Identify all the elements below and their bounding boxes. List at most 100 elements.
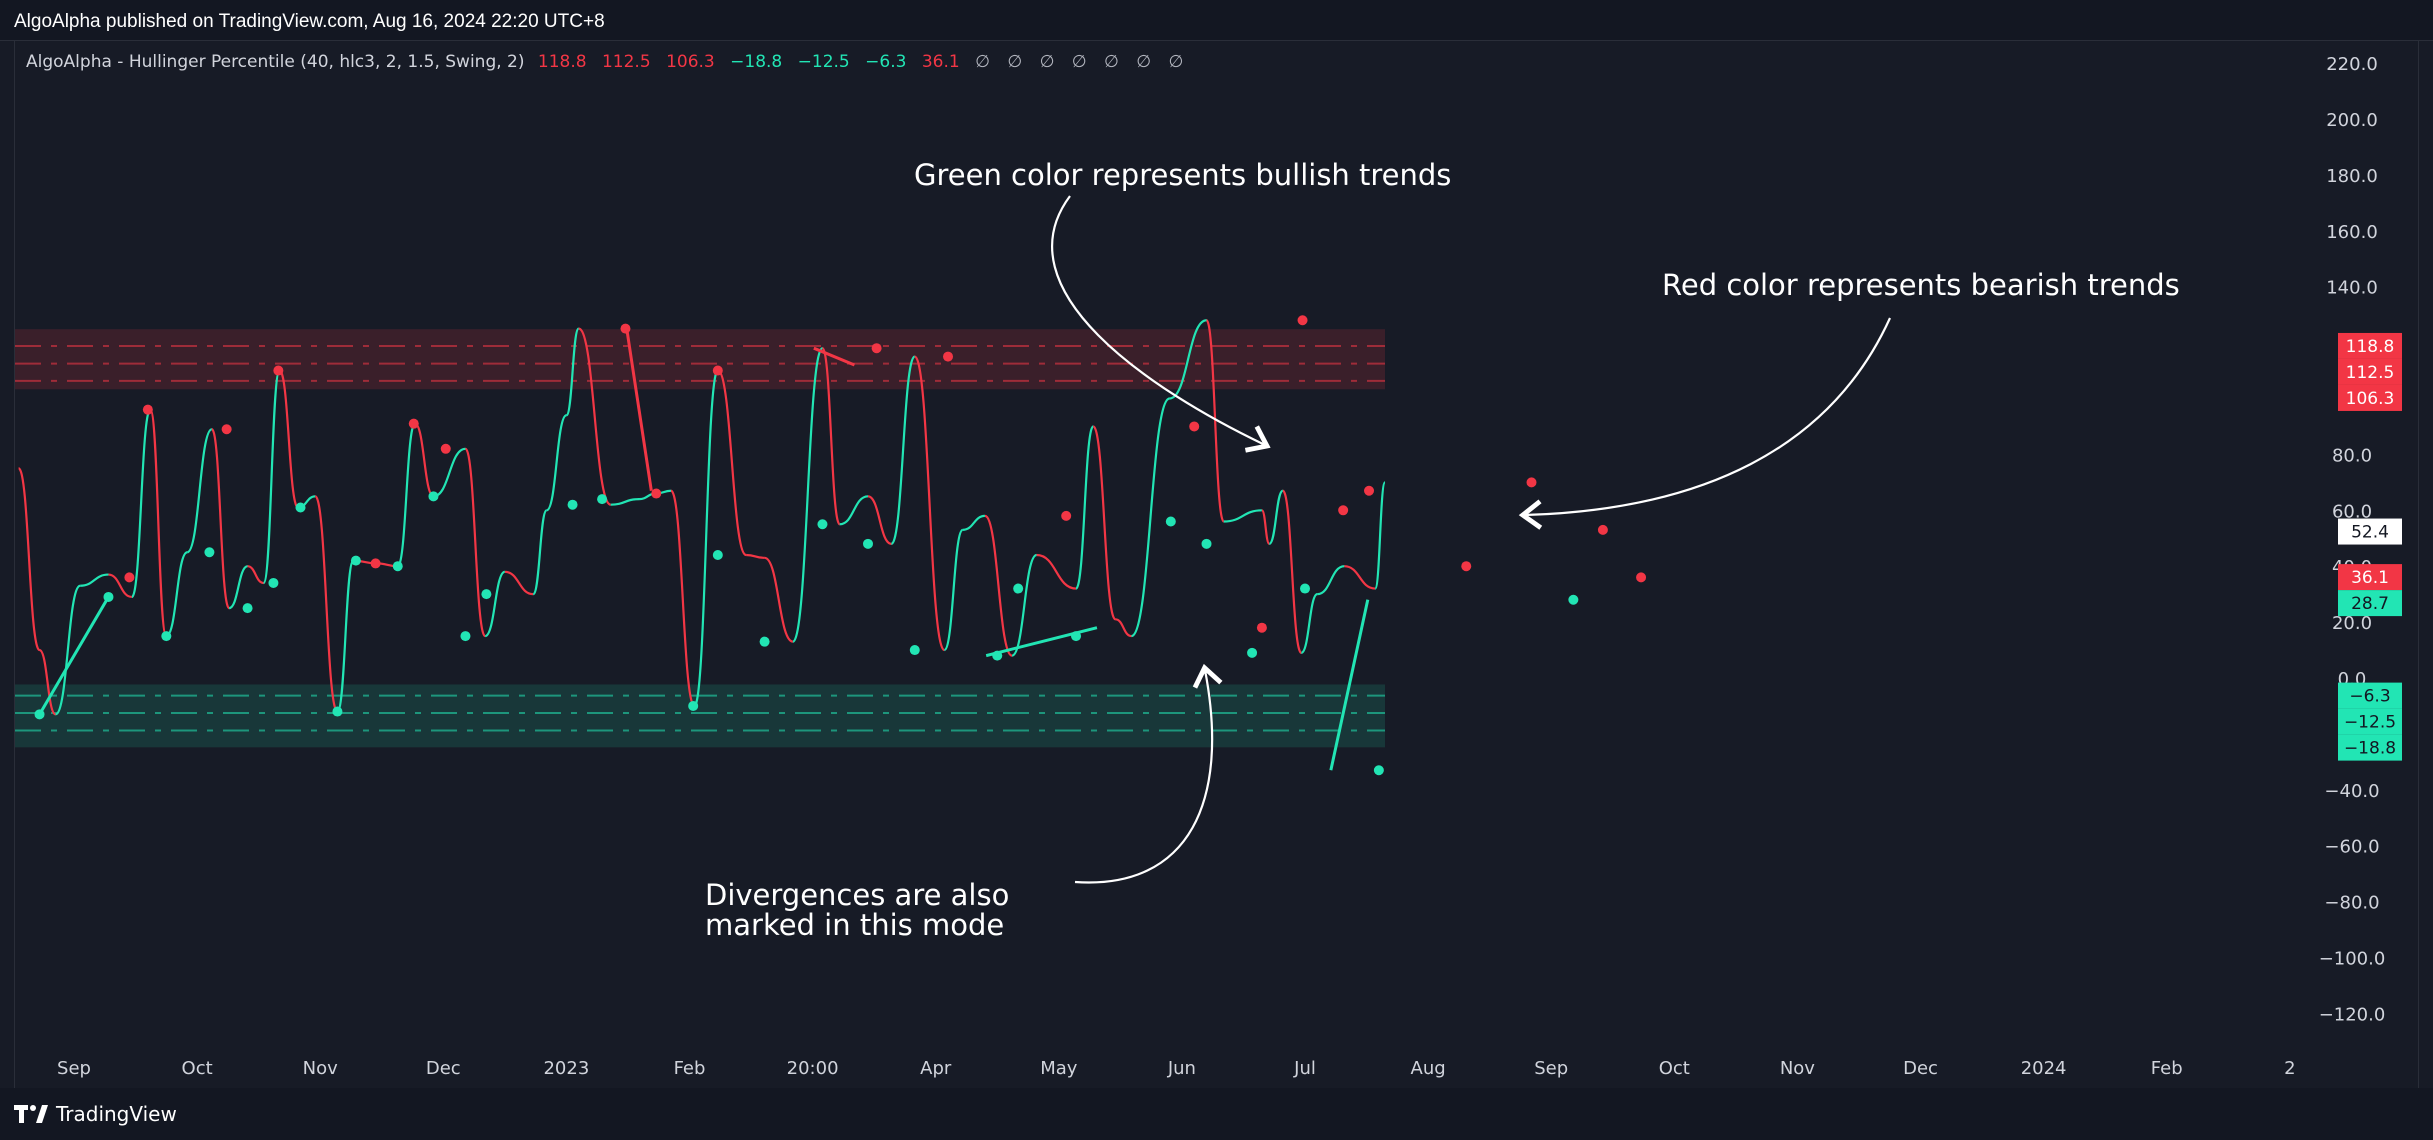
swing-low-marker xyxy=(332,706,343,717)
y-tick-label: 20.0 xyxy=(2332,613,2372,634)
y-axis: 220.0200.0180.0160.0140.080.060.040.020.… xyxy=(2319,54,2386,1025)
price-labels: 118.8 112.5 106.3 52.4 36.1 28.7 −6.3 −12.5 −18.… xyxy=(2338,332,2402,761)
bearish-segment xyxy=(983,514,1014,657)
swing-high-marker xyxy=(1526,477,1537,488)
swing-low-marker xyxy=(909,645,920,656)
bullish-segment xyxy=(484,570,506,638)
bearish-segment xyxy=(867,495,892,545)
swing-low-marker xyxy=(759,636,770,647)
price-label-text: −6.3 xyxy=(2349,687,2390,707)
x-tick-label: Dec xyxy=(426,1058,461,1079)
legend-red-value: 106.3 xyxy=(666,52,715,72)
swing-low-marker xyxy=(295,502,306,513)
swing-high-marker xyxy=(1338,505,1349,516)
legend-empty-value: ∅ xyxy=(1071,52,1087,72)
bullish-segment xyxy=(336,559,355,713)
y-tick-label: −100.0 xyxy=(2319,949,2386,970)
divergence-annotation-line1: Divergences are also xyxy=(705,878,1010,912)
bearish-segment xyxy=(314,495,339,713)
swing-low-marker xyxy=(103,591,114,602)
bullish-segment xyxy=(1074,425,1095,590)
bearish-annotation-arrow xyxy=(1518,317,1892,530)
swing-low-marker xyxy=(862,538,873,549)
bullish-segment xyxy=(1223,509,1262,523)
price-label-green xyxy=(2338,682,2402,709)
bearish-segment xyxy=(1092,425,1117,621)
legend-green-value: −18.8 xyxy=(730,52,783,72)
swing-low-marker xyxy=(242,603,253,614)
bullish-segment xyxy=(54,584,82,716)
price-label-white xyxy=(2338,518,2402,545)
swing-high-marker xyxy=(1189,421,1200,432)
price-label-text: 106.3 xyxy=(2346,389,2395,409)
legend-empty-value: ∅ xyxy=(1007,52,1023,72)
y-tick-label: 220.0 xyxy=(2326,54,2378,75)
y-tick-label: 180.0 xyxy=(2326,166,2378,187)
bearish-segment xyxy=(247,565,264,585)
legend-red-value: 118.8 xyxy=(537,52,587,72)
bullish-annotation: Green color represents bullish trends xyxy=(914,158,1452,192)
price-label-text: −12.5 xyxy=(2344,713,2396,733)
price-label-text: 36.1 xyxy=(2351,568,2389,588)
bearish-segment xyxy=(764,556,794,643)
price-label-text: 118.8 xyxy=(2346,337,2395,357)
swing-low-marker xyxy=(350,555,361,566)
bearish-segment xyxy=(17,467,41,652)
y-tick-label: −40.0 xyxy=(2324,781,2379,802)
bearish-segment xyxy=(746,553,765,559)
swing-high-marker xyxy=(440,443,451,454)
swing-low-marker xyxy=(428,491,439,502)
swing-high-marker xyxy=(1061,510,1072,521)
bearish-divergence-line xyxy=(813,346,856,367)
swing-high-marker xyxy=(124,572,135,583)
swing-low-marker xyxy=(161,631,172,642)
swing-low-marker xyxy=(392,561,403,572)
bullish-segment xyxy=(228,565,249,610)
price-label-red xyxy=(2338,358,2402,385)
price-label-red xyxy=(2338,332,2402,359)
y-tick-label: 140.0 xyxy=(2326,278,2378,299)
bullish-segment xyxy=(791,347,824,643)
bullish-segment xyxy=(1317,565,1345,596)
price-label-green xyxy=(2338,590,2402,617)
price-label-text: 112.5 xyxy=(2346,363,2395,383)
swing-low-marker xyxy=(688,700,699,711)
swing-low-marker xyxy=(712,550,723,561)
swing-high-marker xyxy=(273,365,284,376)
swing-high-marker xyxy=(943,351,954,362)
swing-high-marker xyxy=(1256,622,1267,633)
footer xyxy=(0,1088,2433,1140)
bearish-segment xyxy=(504,570,534,596)
x-tick-label: Dec xyxy=(1903,1058,1938,1079)
swing-low-marker xyxy=(1373,765,1384,776)
x-tick-label: Feb xyxy=(2151,1058,2183,1079)
price-label-text: −18.8 xyxy=(2344,739,2396,759)
swing-high-marker xyxy=(408,418,419,429)
annotation-arrows xyxy=(1051,195,1892,884)
x-tick-label: Nov xyxy=(1780,1058,1815,1079)
swing-high-marker xyxy=(871,343,882,354)
bearish-segment xyxy=(38,648,57,716)
bullish-segment xyxy=(532,509,548,596)
bullish-segment xyxy=(1374,481,1387,590)
swing-low-marker xyxy=(1300,583,1310,594)
x-tick-label: Aug xyxy=(1411,1058,1446,1079)
price-label-text: 28.7 xyxy=(2351,594,2389,614)
swing-low-marker xyxy=(1568,594,1579,605)
bearish-segment xyxy=(149,408,168,638)
bearish-annotation: Red color represents bearish trends xyxy=(1662,268,2180,302)
swing-high-marker xyxy=(221,424,232,435)
bullish-segment xyxy=(565,327,580,417)
indicator-legend[interactable]: AlgoAlpha - Hullinger Percentile (40, hl… xyxy=(26,52,1195,72)
tradingview-logo[interactable]: TradingView xyxy=(14,1102,177,1126)
x-tick-label: Sep xyxy=(57,1058,91,1079)
swing-low-marker xyxy=(567,499,578,510)
bearish-segment xyxy=(1205,319,1225,523)
bearish-segment xyxy=(1344,565,1376,590)
legend-empty-value: ∅ xyxy=(975,52,990,72)
bearish-segment xyxy=(669,489,696,708)
legend-green-value: −6.3 xyxy=(865,52,907,72)
swing-high-marker xyxy=(712,365,723,376)
x-tick-label: 2 xyxy=(2284,1058,2295,1079)
